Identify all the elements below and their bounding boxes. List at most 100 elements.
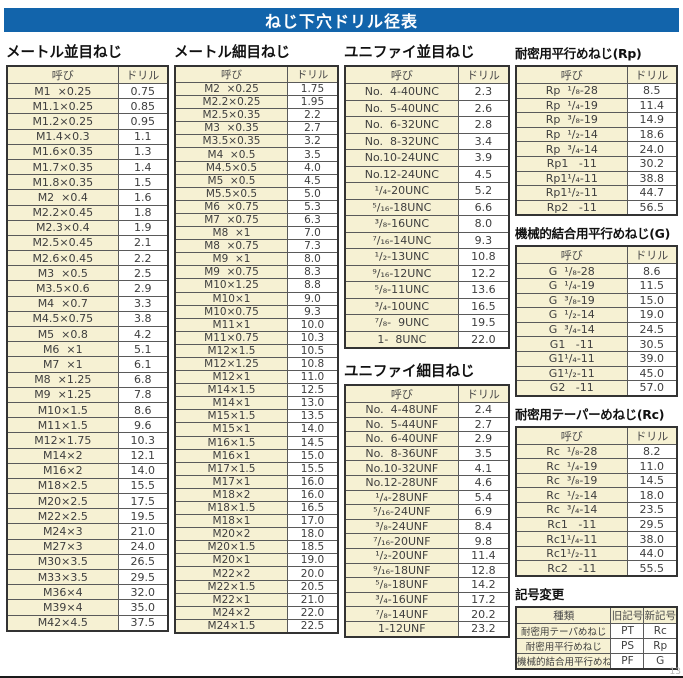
name-cell: M17×1 xyxy=(174,474,288,489)
table-row: M1.8×0.35 1.5 xyxy=(6,174,169,191)
table-row: M8 ×1.25 6.8 xyxy=(6,371,169,388)
name-cell: M2.2×0.25 xyxy=(174,95,288,110)
name-cell: M2.2×0.45 xyxy=(6,204,119,221)
section-title-symbol-change: 記号変更 xyxy=(515,587,564,603)
name-cell: ¹/₄-20UNC xyxy=(344,182,459,200)
table-row: M2.5×0.45 2.1 xyxy=(6,234,169,252)
table-row: No. 6-32UNC 2.8 xyxy=(344,116,510,134)
table-row: M9 ×1.25 7.8 xyxy=(6,386,169,403)
table-row: No.12-24UNC 4.5 xyxy=(344,165,510,183)
drill-value-cell: 30.5 xyxy=(626,336,678,352)
drill-value-cell: 5.4 xyxy=(457,489,510,506)
table-row: 1- 8UNC 22.0 xyxy=(344,330,510,349)
name-cell: ⁷/₈-14UNF xyxy=(344,606,459,622)
name-cell: M7 ×1 xyxy=(6,356,119,373)
drill-value-cell: 11.5 xyxy=(626,277,678,294)
name-cell: M12×1.25 xyxy=(174,356,288,372)
drill-value-cell: 6.3 xyxy=(286,212,339,228)
drill-value-cell: 16.5 xyxy=(457,297,510,315)
name-cell: 1-12UNF xyxy=(344,620,459,638)
name-cell: ⁵/₈-11UNC xyxy=(344,281,459,299)
table-row: Rc1 -11 29.5 xyxy=(515,516,678,533)
table-row: G ¹/₂-14 19.0 xyxy=(515,307,678,323)
name-cell: M1.7×0.35 xyxy=(6,158,119,176)
name-cell: Rc2 -11 xyxy=(515,560,628,577)
drill-value-cell: 55.5 xyxy=(626,560,678,577)
header-row: 呼び ドリル xyxy=(515,65,678,84)
drill-value-cell: 18.0 xyxy=(286,527,339,542)
name-cell: M22×1 xyxy=(174,592,288,607)
name-cell: M20×2 xyxy=(174,527,288,542)
table-row: M2.2×0.45 1.8 xyxy=(6,204,169,221)
table-row: M1.1×0.25 0.85 xyxy=(6,98,169,115)
table-rc: 呼び ドリル Rc ¹/₈-28 8.2 Rc ¹/₄-19 11.0 Rc ³/₈-1… xyxy=(515,425,678,578)
table-row: M1.2×0.25 0.95 xyxy=(6,113,169,130)
drill-value-cell: 24.0 xyxy=(626,141,678,157)
drill-value-cell: 10.3 xyxy=(117,432,169,449)
drill-value-cell: 5.0 xyxy=(286,186,339,201)
table-row: G ¹/₄-19 11.5 xyxy=(515,277,678,294)
drill-value-cell: 1.9 xyxy=(117,219,169,236)
col-header-drill: ドリル xyxy=(286,65,339,83)
table-row: M11×1 10.0 xyxy=(174,317,339,332)
header-row: 呼び ドリル xyxy=(6,65,169,84)
name-cell: M2.5×0.35 xyxy=(174,108,288,123)
drill-value-cell: 20.0 xyxy=(286,566,339,581)
drill-value-cell: 4.1 xyxy=(457,460,510,476)
table-row: M2 ×0.25 1.75 xyxy=(174,81,339,97)
drill-value-cell: 3.2 xyxy=(286,134,339,149)
drill-value-cell: 4.5 xyxy=(286,173,339,188)
name-cell: ⁷/₁₆-20UNF xyxy=(344,533,459,549)
name-cell: M42×4.5 xyxy=(6,614,119,632)
drill-value-cell: 14.5 xyxy=(626,472,678,489)
table-row: M24×1.5 22.5 xyxy=(174,618,339,634)
name-cell: Rp ³/₄-14 xyxy=(515,141,628,157)
drill-value-cell: 3.8 xyxy=(117,310,169,328)
drill-value-cell: 13.6 xyxy=(457,281,510,299)
table-row: M18×2 16.0 xyxy=(174,487,339,503)
drill-value-cell: 0.75 xyxy=(117,82,169,100)
drill-value-cell: 22.5 xyxy=(286,618,339,634)
drill-value-cell: 23.2 xyxy=(457,620,510,638)
name-cell: M3.5×0.6 xyxy=(6,280,119,297)
drill-value-cell: 3.3 xyxy=(117,295,169,312)
table-row: M3.5×0.35 3.2 xyxy=(174,134,339,149)
name-cell: M33×3.5 xyxy=(6,568,119,586)
drill-value-cell: 37.5 xyxy=(117,614,169,632)
col-header-drill: ドリル xyxy=(626,65,678,84)
drill-value-cell: 1.75 xyxy=(286,81,339,97)
col-header-name: 呼び xyxy=(515,65,628,84)
name-cell: M8 ×1 xyxy=(174,226,288,241)
table-row: M1 ×0.25 0.75 xyxy=(6,82,169,100)
table-row: ³/₈-16UNC 8.0 xyxy=(344,215,510,233)
drill-value-cell: 14.0 xyxy=(286,422,339,437)
name-cell: M27×3 xyxy=(6,538,119,555)
name-cell: M11×1.5 xyxy=(6,417,119,434)
col-header-drill: ドリル xyxy=(626,426,678,445)
name-cell: 1- 8UNC xyxy=(344,330,459,349)
name-cell: Rc1¹/₂-11 xyxy=(515,545,628,562)
table-row: G ³/₈-19 15.0 xyxy=(515,292,678,309)
name-cell: M36×4 xyxy=(6,584,119,601)
table-row: ⁹/₁₆-12UNC 12.2 xyxy=(344,264,510,282)
drill-value-cell: 3.5 xyxy=(457,445,510,462)
name-cell: M16×1.5 xyxy=(174,435,288,450)
name-cell: M1.8×0.35 xyxy=(6,174,119,191)
table-row: No.12-28UNF 4.6 xyxy=(344,474,510,491)
table-row: Rc ¹/₈-28 8.2 xyxy=(515,443,678,460)
name-cell: ³/₈-24UNF xyxy=(344,518,459,535)
name-cell: No. 5-44UNF xyxy=(344,416,459,433)
name-cell: Rp2 -11 xyxy=(515,199,628,216)
table-row: M27×3 24.0 xyxy=(6,538,169,555)
name-cell: M2.5×0.45 xyxy=(6,234,119,252)
drill-value-cell: 5.1 xyxy=(117,341,169,358)
name-cell: No. 8-36UNF xyxy=(344,445,459,462)
name-cell: M1.4×0.3 xyxy=(6,128,119,145)
drill-value-cell: PS xyxy=(610,638,645,655)
page-title: ねじ下穴ドリル径表 xyxy=(264,12,418,31)
name-cell: M18×1.5 xyxy=(174,500,288,516)
drill-value-cell: 1.8 xyxy=(117,204,169,221)
table-row: No. 4-40UNC 2.3 xyxy=(344,83,510,101)
name-cell: M20×1 xyxy=(174,553,288,568)
table-row: M10×1.5 8.6 xyxy=(6,401,169,419)
